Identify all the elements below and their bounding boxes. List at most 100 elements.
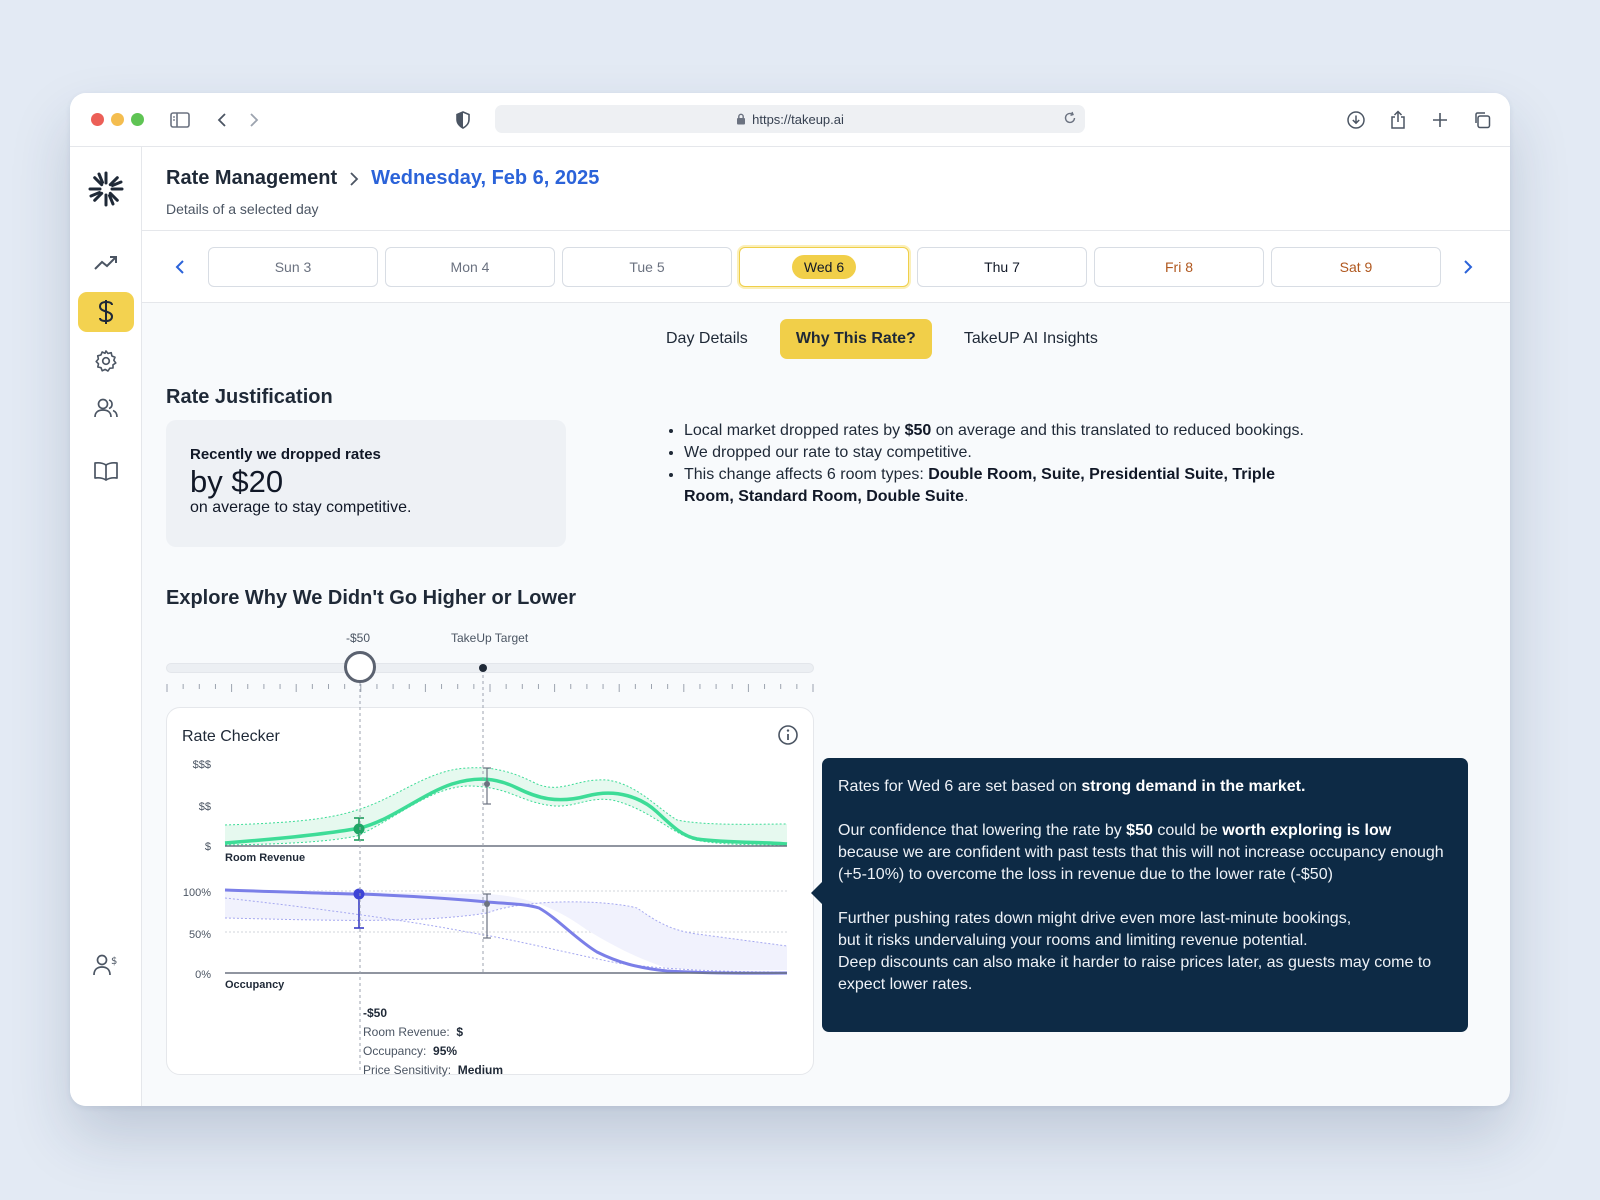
day-label: Wed 6 [791,255,857,279]
bullet-text: . [964,488,969,505]
back-icon[interactable] [210,108,234,132]
list-item: This change affects 6 room types: Double… [684,464,1318,508]
tooltip-row: Room Revenue: $ [363,1023,503,1042]
day-mon-4[interactable]: Mon 4 [385,247,555,287]
day-label: Tue 5 [629,259,665,275]
justification-bullets: Local market dropped rates by $50 on ave… [668,420,1318,508]
breadcrumb: Rate Management Wednesday, Feb 6, 2025 [166,167,599,190]
analytics-trend-icon[interactable] [88,245,124,281]
tooltip-key: Room Revenue: [363,1025,450,1039]
selected-rate-tooltip: -$50 Room Revenue: $ Occupancy: 95% Pric… [363,1004,503,1080]
revenue-band-lower [224,785,788,846]
breadcrumb-current: Wednesday, Feb 6, 2025 [371,167,600,189]
chevron-right-icon [349,171,359,187]
summary-tail: on average to stay competitive. [190,499,412,516]
sidebar-toggle-icon[interactable] [168,108,192,132]
selected-occupancy-point [353,888,365,900]
rate-slider-handle[interactable] [344,651,376,683]
revenue-band-upper [224,767,788,826]
bullet-text: We dropped our rate to stay competitive. [684,444,972,461]
target-occupancy-point [484,901,490,907]
maximize-window-button[interactable] [131,113,144,126]
takeup-logo-icon[interactable] [86,169,126,209]
tooltip-key: Price Sensitivity: [363,1063,452,1077]
rate-justification-heading: Rate Justification [166,386,333,408]
download-icon[interactable] [1344,108,1368,132]
day-selector: Sun 3 Mon 4 Tue 5 Wed 6 Thu 7 Fri 8 Sat … [142,231,1510,303]
tooltip-value: $ [456,1025,464,1039]
day-wed-6[interactable]: Wed 6 [739,247,909,287]
info-icon[interactable] [777,724,799,746]
reload-icon[interactable] [1063,111,1077,125]
summary-amount: by $20 [190,464,284,499]
bullet-bold: Double Room, Suite, Presidential Suite, … [684,466,1276,505]
forward-icon[interactable] [242,108,266,132]
address-bar[interactable]: https://takeup.ai [495,105,1085,133]
explanation-text: Our confidence that lowering the rate by [838,822,1127,839]
user-pricing-icon[interactable]: $ [88,947,124,983]
occupancy-band-upper [224,901,788,947]
rate-slider-track[interactable] [166,663,814,673]
rate-checker-title: Rate Checker [182,728,280,745]
takeup-target-marker [479,664,487,672]
lock-icon [736,113,746,125]
day-thu-7[interactable]: Thu 7 [917,247,1087,287]
tooltip-row: Occupancy: 95% [363,1042,503,1061]
explanation-text: Deep discounts can also make it harder t… [838,954,1432,993]
rate-management-dollar-icon[interactable] [78,292,134,332]
occupancy-axis-label: Occupancy [225,979,285,991]
explanation-paragraph: Our confidence that lowering the rate by… [838,820,1452,886]
day-sun-3[interactable]: Sun 3 [208,247,378,287]
page-subtitle: Details of a selected day [166,201,319,217]
tab-day-details[interactable]: Day Details [666,330,748,347]
share-icon[interactable] [1386,108,1410,132]
rate-checker-chart: $$$ $$ $ 100% 50% 0% Room Revenue Occupa… [183,759,788,991]
browser-toolbar: https://takeup.ai [70,93,1510,147]
settings-gear-icon[interactable] [88,343,124,379]
occupancy-tick-100: 100% [183,887,211,899]
tooltip-header: -$50 [363,1006,388,1020]
day-label: Mon 4 [450,259,490,275]
close-window-button[interactable] [91,113,104,126]
revenue-confidence-band [225,767,787,845]
next-week-chevron-right-icon[interactable] [1456,255,1480,279]
tabs-overview-icon[interactable] [1470,108,1494,132]
slider-ticks [166,684,814,692]
selected-revenue-point [353,823,365,835]
tooltip-key: Occupancy: [363,1044,427,1058]
tooltip-value: 95% [433,1044,458,1058]
day-label: Sat 9 [1339,259,1373,275]
minimize-window-button[interactable] [111,113,124,126]
previous-week-chevron-left-icon[interactable] [168,255,192,279]
detail-tabs: Day Details Why This Rate? TakeUP AI Ins… [650,319,1130,359]
day-label: Fri 8 [1165,259,1193,275]
url-text: https://takeup.ai [752,111,844,127]
shield-icon[interactable] [451,108,475,132]
explanation-text: could be [1152,822,1223,839]
explore-heading: Explore Why We Didn't Go Higher or Lower [166,587,576,609]
breadcrumb-root-link[interactable]: Rate Management [166,167,338,189]
day-sat-9[interactable]: Sat 9 [1271,247,1441,287]
occupancy-confidence-band [225,890,787,971]
tab-takeup-ai-insights[interactable]: TakeUP AI Insights [963,330,1098,347]
explanation-text: but it risks undervaluing your rooms and… [838,932,1308,949]
rate-checker-card: Rate Checker $$$ $$ $ 100% 50% 0% Room R… [166,707,814,1077]
list-item: We dropped our rate to stay competitive. [684,442,1318,464]
tab-why-this-rate[interactable]: Why This Rate? [779,319,932,359]
bullet-text: on average and this translated to reduce… [931,422,1304,439]
explanation-bold: worth exploring is low [1222,822,1392,839]
guide-book-icon[interactable] [88,453,124,489]
team-users-icon[interactable] [88,390,124,426]
explanation-text: because we are confident with past tests… [838,844,1444,883]
occupancy-tick-50: 50% [189,929,211,941]
bullet-text: Local market dropped rates by [684,422,905,439]
revenue-axis-label: Room Revenue [225,852,305,864]
day-label: Sun 3 [274,259,312,275]
target-revenue-point [484,781,490,787]
summary-lead: Recently we dropped rates [190,446,381,463]
day-tue-5[interactable]: Tue 5 [562,247,732,287]
day-fri-8[interactable]: Fri 8 [1094,247,1264,287]
tooltip-row: Price Sensitivity: Medium [363,1061,503,1080]
new-tab-icon[interactable] [1428,108,1452,132]
tooltip-value: Medium [457,1063,504,1077]
